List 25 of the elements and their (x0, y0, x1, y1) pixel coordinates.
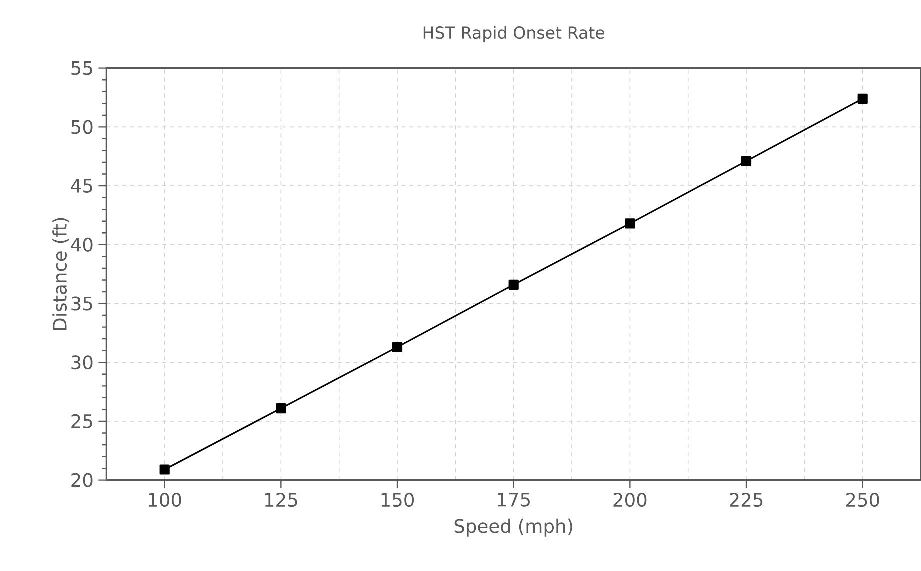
x-tick-label: 225 (730, 493, 763, 508)
point (276, 403, 286, 414)
point (741, 156, 752, 166)
y-tick-label: 35 (72, 296, 92, 311)
x-axis-title: Speed (mph) (454, 518, 572, 537)
y-axis-title: Distance (ft) (52, 218, 70, 330)
point (392, 342, 403, 352)
point (508, 280, 519, 290)
chart-title: HST Rapid Onset Rate (424, 26, 605, 42)
point (625, 218, 636, 229)
point (858, 94, 868, 104)
x-tick-label: 175 (498, 493, 530, 507)
y-tick-label: 50 (72, 120, 93, 134)
x-tick-label: 150 (382, 493, 414, 508)
y-tick-label: 30 (72, 356, 93, 370)
y-tick-label: 20 (72, 473, 93, 488)
y-tick-label: 40 (71, 238, 93, 252)
x-tick-label: 200 (614, 493, 647, 508)
x-tick-label: 250 (846, 493, 880, 508)
y-tick-label: 55 (72, 61, 92, 76)
y-tick-label: 25 (72, 414, 92, 429)
x-tick-label: 125 (265, 493, 298, 508)
y-tick-label: 45 (71, 179, 92, 193)
point (160, 464, 170, 475)
x-tick-label: 100 (149, 493, 182, 508)
